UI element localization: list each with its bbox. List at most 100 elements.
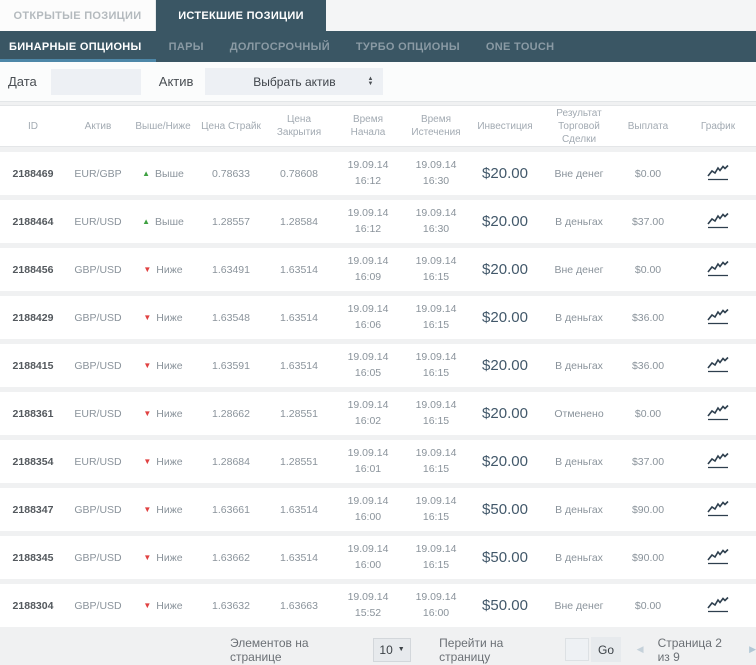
cell-expiry-time: 19.09.14 16:15 [415,543,457,571]
cell-direction: ▲ Выше [130,216,196,228]
cell-asset: GBP/USD [74,503,122,516]
direction-arrow-icon: ▼ [143,360,152,370]
cell-payout: $0.00 [634,599,662,612]
chart-button[interactable] [702,546,734,570]
cell-payout: $36.00 [631,311,665,324]
table-row: 2188304 GBP/USD ▼ Ниже 1.63632 1.63663 1… [0,584,756,627]
direction-label: Ниже [156,263,183,276]
direction-label: Ниже [156,503,183,516]
cell-direction: ▲ Выше [130,168,196,180]
cell-asset: GBP/USD [74,599,122,612]
goto-page-label: Перейти на страницу [439,635,504,664]
cell-investment: $20.00 [482,309,528,326]
direction-label: Ниже [156,599,183,612]
cell-investment: $50.00 [482,597,528,614]
cell-close-price: 1.63663 [280,599,318,612]
cell-chart [680,402,756,426]
nav-item-1[interactable]: ПАРЫ [168,40,204,53]
cell-payout: $37.00 [631,455,665,468]
pagination-bar: Элементов на странице 10 ▼ Перейти на ст… [0,632,756,665]
dropdown-arrow-icon: ▼ [397,646,405,653]
chart-button[interactable] [702,306,734,330]
direction-arrow-icon: ▼ [143,408,152,418]
goto-page-input[interactable] [565,638,590,661]
direction-label: Ниже [156,455,183,468]
next-page-icon[interactable]: ▶ [749,644,756,654]
table-row: 2188429 GBP/USD ▼ Ниже 1.63548 1.63514 1… [0,296,756,339]
cell-position-id: 2188304 [12,599,54,612]
cell-start-time: 19.09.14 16:02 [347,399,389,427]
cell-position-id: 2188469 [12,167,54,180]
cell-position-id: 2188464 [12,215,54,228]
cell-investment: $20.00 [482,453,528,470]
cell-chart [680,450,756,474]
chart-button[interactable] [702,498,734,522]
cell-close-price: 0.78608 [280,167,318,180]
cell-start-time: 19.09.14 16:12 [347,207,389,235]
cell-expiry-time: 19.09.14 16:15 [415,399,457,427]
chart-button[interactable] [702,258,734,282]
chart-button[interactable] [702,402,734,426]
tab-expired-positions[interactable]: ИСТЕКШИЕ ПОЗИЦИИ [156,0,326,31]
asset-select[interactable]: Выбрать актив ▲ ▼ [205,68,384,95]
cell-trade-result: Вне денег [554,167,604,180]
direction-label: Выше [155,167,184,180]
chart-button[interactable] [702,354,734,378]
cell-direction: ▼ Ниже [130,504,196,516]
cell-expiry-time: 19.09.14 16:15 [415,447,457,475]
cell-investment: $20.00 [482,357,528,374]
direction-arrow-icon: ▲ [142,216,151,226]
cell-strike-price: 1.28557 [212,215,250,228]
cell-trade-result: В деньгах [555,311,603,324]
previous-page-icon[interactable]: ◀ [636,644,644,654]
nav-item-4[interactable]: ONE TOUCH [485,40,555,53]
items-per-page-value: 10 [379,642,393,657]
cell-chart [680,162,756,186]
cell-expiry-time: 19.09.14 16:15 [415,351,457,379]
cell-asset: EUR/USD [74,407,122,420]
table-row: 2188456 GBP/USD ▼ Ниже 1.63491 1.63514 1… [0,248,756,291]
table-row: 2188415 GBP/USD ▼ Ниже 1.63591 1.63514 1… [0,344,756,387]
direction-label: Ниже [156,407,183,420]
cell-investment: $50.00 [482,501,528,518]
cell-start-time: 19.09.14 16:00 [347,495,389,523]
cell-payout: $0.00 [634,167,662,180]
items-per-page-select[interactable]: 10 ▼ [372,637,412,662]
line-chart-icon [707,164,729,180]
nav-item-3[interactable]: ТУРБО ОПЦИОНЫ [355,40,460,53]
cell-strike-price: 1.28662 [212,407,250,420]
cell-asset: EUR/USD [74,215,122,228]
cell-payout: $0.00 [634,263,662,276]
cell-position-id: 2188345 [12,551,54,564]
chart-button[interactable] [702,450,734,474]
line-chart-icon [707,452,729,468]
chart-button[interactable] [702,162,734,186]
asset-label: Актив [158,74,194,89]
cell-position-id: 2188415 [12,359,54,372]
direction-arrow-icon: ▼ [143,504,152,514]
cell-start-time: 19.09.14 16:09 [347,255,389,283]
cell-start-time: 19.09.14 15:52 [347,591,389,619]
cell-expiry-time: 19.09.14 16:30 [415,207,457,235]
date-input[interactable] [50,68,141,95]
nav-item-0[interactable]: БИНАРНЫЕ ОПЦИОНЫ [0,31,156,62]
cell-strike-price: 1.28684 [212,455,250,468]
line-chart-icon [707,500,729,516]
cell-trade-result: Вне денег [554,263,604,276]
column-header-0: ID [28,120,38,132]
cell-expiry-time: 19.09.14 16:15 [415,303,457,331]
go-button[interactable]: Go [591,637,621,662]
cell-chart [680,594,756,618]
line-chart-icon [707,308,729,324]
table-body: 2188469 EUR/GBP ▲ Выше 0.78633 0.78608 1… [0,152,756,627]
chart-button[interactable] [702,210,734,234]
cell-payout: $90.00 [631,503,665,516]
cell-payout: $0.00 [634,407,662,420]
direction-arrow-icon: ▼ [143,456,152,466]
chart-button[interactable] [702,594,734,618]
nav-item-2[interactable]: ДОЛГОСРОЧНЫЙ [229,40,330,53]
cell-close-price: 1.28551 [280,455,318,468]
line-chart-icon [707,404,729,420]
tab-open-positions[interactable]: ОТКРЫТЫЕ ПОЗИЦИИ [0,0,156,31]
